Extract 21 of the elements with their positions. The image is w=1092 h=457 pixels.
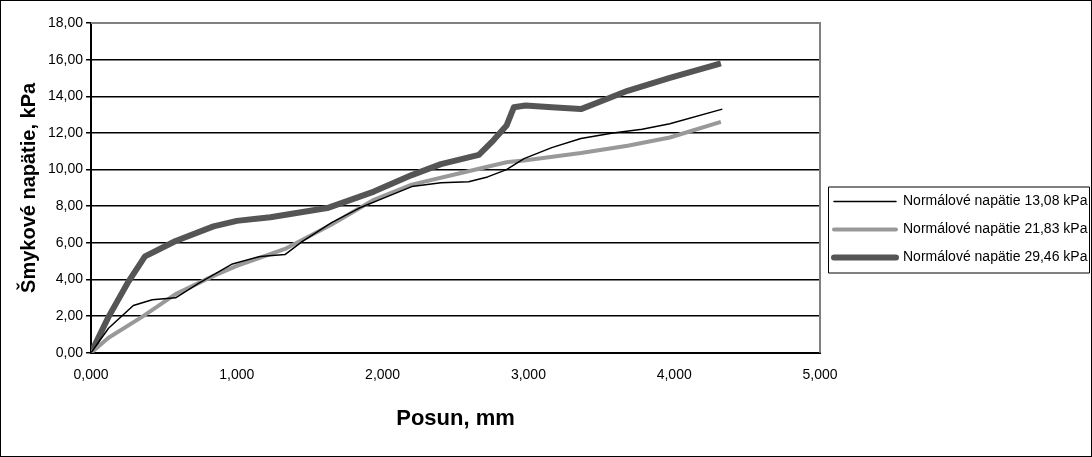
x-tick-label: 0,000 (73, 366, 109, 383)
y-axis-title: Šmykové napätie, kPa (15, 81, 39, 293)
x-tick-label: 1,000 (219, 366, 255, 383)
legend-label: Normálové napätie 21,83 kPa (903, 220, 1088, 237)
legend-label: Normálové napätie 29,46 kPa (903, 248, 1088, 265)
x-tick-label: 5,000 (802, 366, 838, 383)
x-tick-label: 3,000 (510, 366, 547, 383)
legend-label: Normálové napätie 13,08 kPa (903, 192, 1088, 209)
y-tick-label: 0,00 (55, 343, 84, 360)
y-tick-label: 14,00 (47, 87, 84, 104)
x-tick-label: 4,000 (656, 366, 692, 383)
y-tick-label: 18,00 (47, 13, 84, 30)
y-tick-label: 4,00 (55, 270, 84, 287)
y-tick-label: 16,00 (47, 50, 84, 67)
x-axis-title: Posun, mm (396, 404, 515, 430)
y-tick-label: 8,00 (55, 197, 84, 214)
y-tick-label: 6,00 (55, 233, 84, 250)
y-tick-label: 12,00 (47, 123, 84, 140)
x-tick-label: 2,000 (365, 366, 401, 383)
y-tick-label: 10,00 (47, 160, 84, 177)
y-tick-label: 2,00 (55, 307, 84, 324)
